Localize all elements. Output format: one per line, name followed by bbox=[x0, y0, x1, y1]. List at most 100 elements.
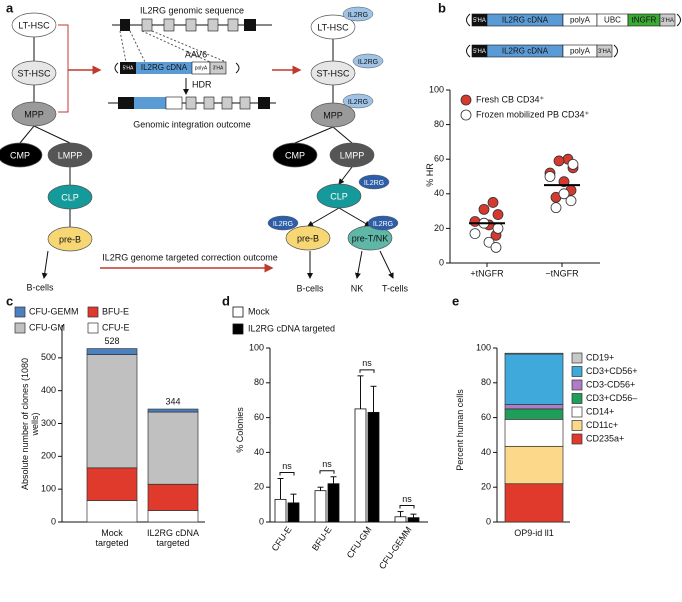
legend-label: CFU-GM bbox=[29, 322, 65, 332]
genomic-sequence-label: IL2RG genomic sequence bbox=[140, 5, 244, 15]
bar bbox=[354, 408, 367, 523]
legend-swatch bbox=[571, 433, 583, 445]
y-tick-label: 20 bbox=[434, 223, 444, 233]
legend-label: Frozen mobilized PB CD34⁺ bbox=[476, 109, 590, 119]
itr bbox=[466, 44, 471, 58]
panel-label: b bbox=[438, 0, 446, 15]
x-tick-label: BFU-E bbox=[310, 525, 334, 553]
y-tick-label: 80 bbox=[434, 119, 444, 129]
x-tick-label: OP9-id ll1 bbox=[514, 528, 554, 538]
cell-output: B-cells bbox=[296, 283, 324, 293]
cell-node-label: LMPP bbox=[340, 150, 365, 160]
y-tick-label: 0 bbox=[486, 516, 491, 526]
data-point bbox=[553, 155, 565, 167]
legend-label: Mock bbox=[248, 306, 270, 316]
construct-part-label: UBC bbox=[604, 16, 621, 25]
legend-swatch bbox=[232, 323, 244, 335]
legend-swatch bbox=[571, 366, 583, 377]
cell-output: NK bbox=[351, 283, 364, 293]
legend-swatch bbox=[14, 306, 26, 318]
bar bbox=[407, 517, 420, 523]
y-axis-label: Absolute number of clones (1080 wells) bbox=[20, 357, 40, 490]
y-tick-label: 60 bbox=[254, 412, 264, 422]
legend-label: BFU-E bbox=[102, 306, 129, 316]
il2rg-marker-label: IL2RG bbox=[373, 221, 393, 228]
cell-node-label: LMPP bbox=[58, 150, 83, 160]
cell-node bbox=[310, 60, 356, 86]
construct-part-label: 3'HA bbox=[661, 18, 674, 24]
construct-part-label: IL2RG cDNA bbox=[502, 16, 549, 25]
cell-node bbox=[310, 102, 356, 128]
hdr-label: HDR bbox=[192, 79, 212, 89]
il2rg-marker bbox=[267, 215, 299, 231]
bar-segment bbox=[86, 348, 138, 355]
construct-part bbox=[659, 13, 676, 27]
legend-swatch bbox=[87, 306, 99, 318]
data-point bbox=[490, 242, 502, 253]
bar-segment bbox=[86, 467, 138, 502]
bar bbox=[287, 502, 300, 523]
il2rg-marker bbox=[358, 174, 390, 190]
total-label: 344 bbox=[165, 396, 180, 406]
legend-swatch bbox=[460, 109, 472, 121]
y-axis-label: % Colonies bbox=[235, 407, 245, 453]
connector bbox=[332, 126, 353, 144]
cell-node bbox=[310, 14, 356, 40]
bar-segment bbox=[86, 354, 138, 469]
il2rg-marker-label: IL2RG bbox=[348, 99, 368, 106]
cell-node-label: LT-HSC bbox=[317, 22, 349, 32]
legend-swatch bbox=[87, 322, 99, 334]
itr bbox=[613, 44, 618, 58]
data-point bbox=[492, 209, 504, 220]
legend-label: CD14+ bbox=[586, 406, 614, 416]
legend-label: CFU-E bbox=[102, 322, 130, 332]
construct-part: IL2RG cDNA bbox=[141, 63, 188, 72]
itr bbox=[466, 13, 471, 27]
legend-swatch bbox=[571, 406, 583, 418]
y-tick-label: 40 bbox=[254, 447, 264, 457]
cell-node-label: CMP bbox=[10, 150, 30, 160]
il2rg-marker-label: IL2RG bbox=[348, 12, 368, 19]
bar-segment bbox=[504, 483, 564, 523]
connector bbox=[338, 166, 353, 185]
data-point bbox=[558, 188, 570, 200]
connector bbox=[33, 125, 71, 144]
bar-segment bbox=[504, 352, 564, 355]
bar bbox=[367, 411, 380, 523]
significance-bracket bbox=[359, 369, 375, 373]
connector bbox=[307, 207, 340, 227]
legend-label: CD11c+ bbox=[586, 420, 618, 430]
legend-swatch bbox=[571, 352, 583, 364]
x-tick-label: CFU-E bbox=[270, 525, 294, 553]
legend-swatch bbox=[571, 393, 583, 404]
bar bbox=[274, 498, 287, 523]
panel-label: c bbox=[6, 293, 13, 308]
significance-bracket bbox=[399, 505, 415, 509]
correction-label: IL2RG genome targeted correction outcome bbox=[102, 252, 278, 262]
x-tick-label: CFU-GEMM bbox=[377, 525, 414, 571]
construct-part: 5'HA bbox=[123, 65, 134, 71]
construct-part-label: tNGFR bbox=[632, 16, 657, 25]
cell-node-label: MPP bbox=[24, 109, 44, 119]
il2rg-marker bbox=[367, 215, 399, 231]
y-tick-label: 100 bbox=[249, 342, 264, 352]
cell-output: T-cells bbox=[382, 283, 409, 293]
significance-bracket bbox=[319, 470, 335, 474]
y-tick-label: 20 bbox=[481, 482, 491, 492]
y-tick-label: 60 bbox=[434, 154, 444, 164]
y-tick-label: 200 bbox=[41, 451, 56, 461]
il2rg-marker-label: IL2RG bbox=[358, 59, 378, 66]
y-tick-label: 80 bbox=[481, 377, 491, 387]
genome-schematic: IL2RG genomic sequence AAV6 5'HA IL2RG c… bbox=[58, 5, 302, 273]
legend-label: CFU-GEMM bbox=[29, 306, 79, 316]
cell-output: B-cells bbox=[26, 282, 54, 292]
cell-node bbox=[285, 225, 331, 251]
bar-segment bbox=[147, 510, 199, 523]
panel-label: e bbox=[452, 293, 459, 308]
il2rg-marker bbox=[352, 53, 384, 69]
data-point bbox=[550, 202, 562, 214]
y-tick-label: 60 bbox=[481, 412, 491, 422]
connector bbox=[19, 125, 35, 144]
vector-label: AAV6 bbox=[185, 49, 207, 59]
